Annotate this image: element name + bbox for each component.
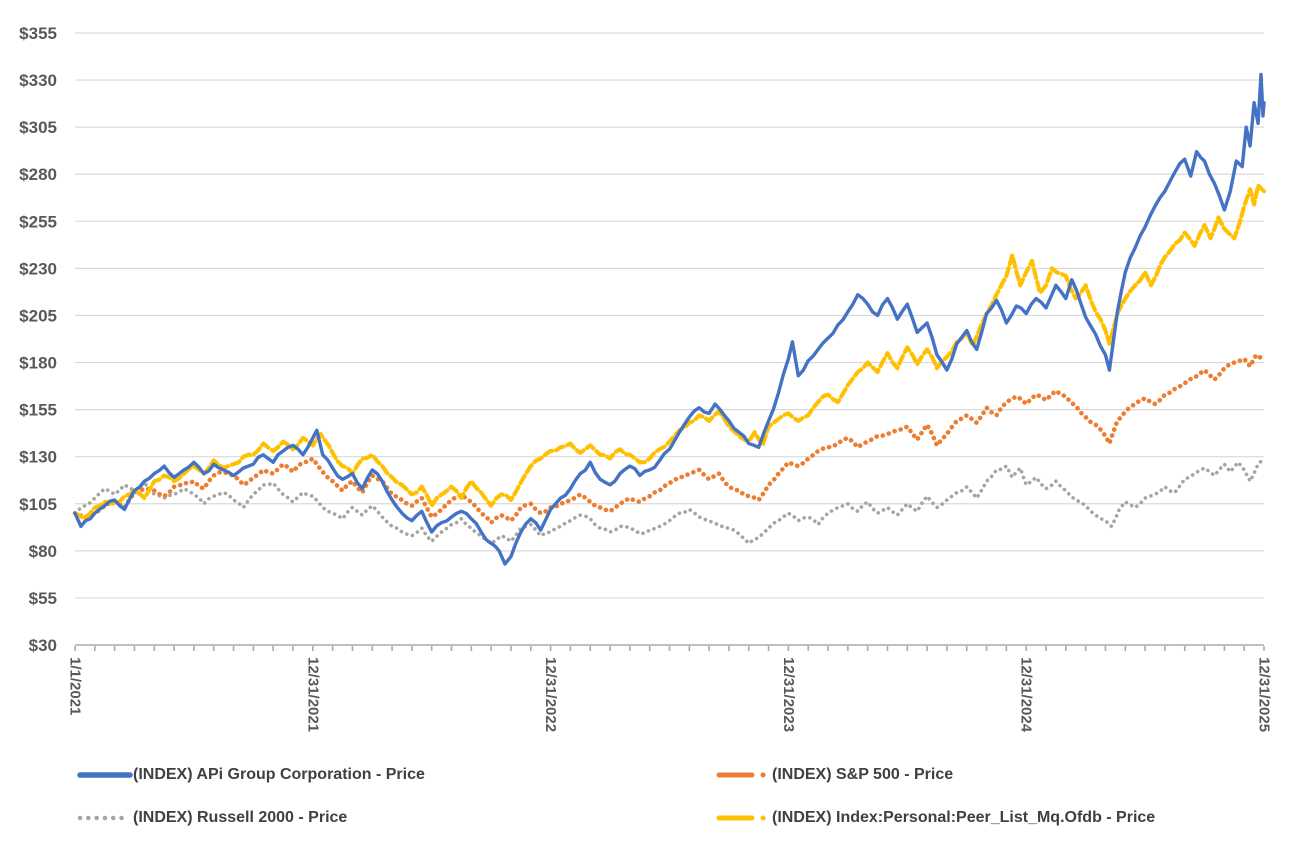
svg-text:$255: $255 [19, 212, 57, 231]
svg-text:$305: $305 [19, 118, 57, 137]
legend-item-api-group: (INDEX) APi Group Corporation - Price [77, 764, 425, 786]
price-chart-plot: $30 $55 $80 $105 $130 $155 $180 $205 $230 $255 $28… [19, 24, 1273, 733]
svg-text:12/31/2025: 12/31/2025 [1256, 657, 1273, 732]
legend-swatch-russell2000 [77, 815, 128, 821]
svg-text:$55: $55 [29, 589, 57, 608]
svg-text:$130: $130 [19, 448, 57, 467]
svg-text:$355: $355 [19, 24, 57, 43]
legend-swatch-api-group [77, 772, 133, 778]
series-line-3 [72, 183, 1267, 521]
svg-text:$330: $330 [19, 71, 57, 90]
x-axis [74, 644, 1265, 651]
legend-label-peer-list: (INDEX) Index:Personal:Peer_List_Mq.Ofdb… [772, 809, 1156, 826]
series-line-1 [72, 352, 1267, 525]
legend-item-russell2000: (INDEX) Russell 2000 - Price [77, 807, 347, 829]
legend-swatch-sp500 [716, 772, 771, 778]
svg-text:12/31/2024: 12/31/2024 [1018, 657, 1035, 733]
series-line-2 [73, 456, 1266, 546]
legend-label-russell2000: (INDEX) Russell 2000 - Price [133, 809, 348, 826]
svg-text:$180: $180 [19, 354, 57, 373]
legend-swatch-peer-list [716, 815, 771, 821]
svg-text:$105: $105 [19, 495, 57, 514]
svg-text:$205: $205 [19, 306, 57, 325]
svg-text:12/31/2023: 12/31/2023 [780, 657, 797, 732]
legend-item-peer-list: (INDEX) Index:Personal:Peer_List_Mq.Ofdb… [716, 807, 1155, 829]
svg-text:$280: $280 [19, 165, 57, 184]
gridlines [75, 32, 1264, 599]
svg-text:12/31/2021: 12/31/2021 [304, 657, 321, 732]
svg-text:12/31/2022: 12/31/2022 [542, 657, 559, 732]
svg-text:$155: $155 [19, 401, 57, 420]
y-axis-labels: $30 $55 $80 $105 $130 $155 $180 $205 $230 $255 $28… [19, 24, 57, 655]
svg-text:1/1/2021: 1/1/2021 [67, 657, 84, 715]
legend-label-sp500: (INDEX) S&P 500 - Price [772, 766, 954, 783]
svg-text:$230: $230 [19, 259, 57, 278]
series-line-0 [73, 72, 1266, 566]
legend-item-sp500: (INDEX) S&P 500 - Price [716, 764, 953, 786]
svg-text:$30: $30 [29, 636, 57, 655]
legend-label-api-group: (INDEX) APi Group Corporation - Price [133, 766, 425, 783]
svg-text:$80: $80 [29, 542, 57, 561]
x-axis-labels: 1/1/2021 12/31/2021 12/31/2022 12/31/2023 12… [67, 657, 1273, 733]
